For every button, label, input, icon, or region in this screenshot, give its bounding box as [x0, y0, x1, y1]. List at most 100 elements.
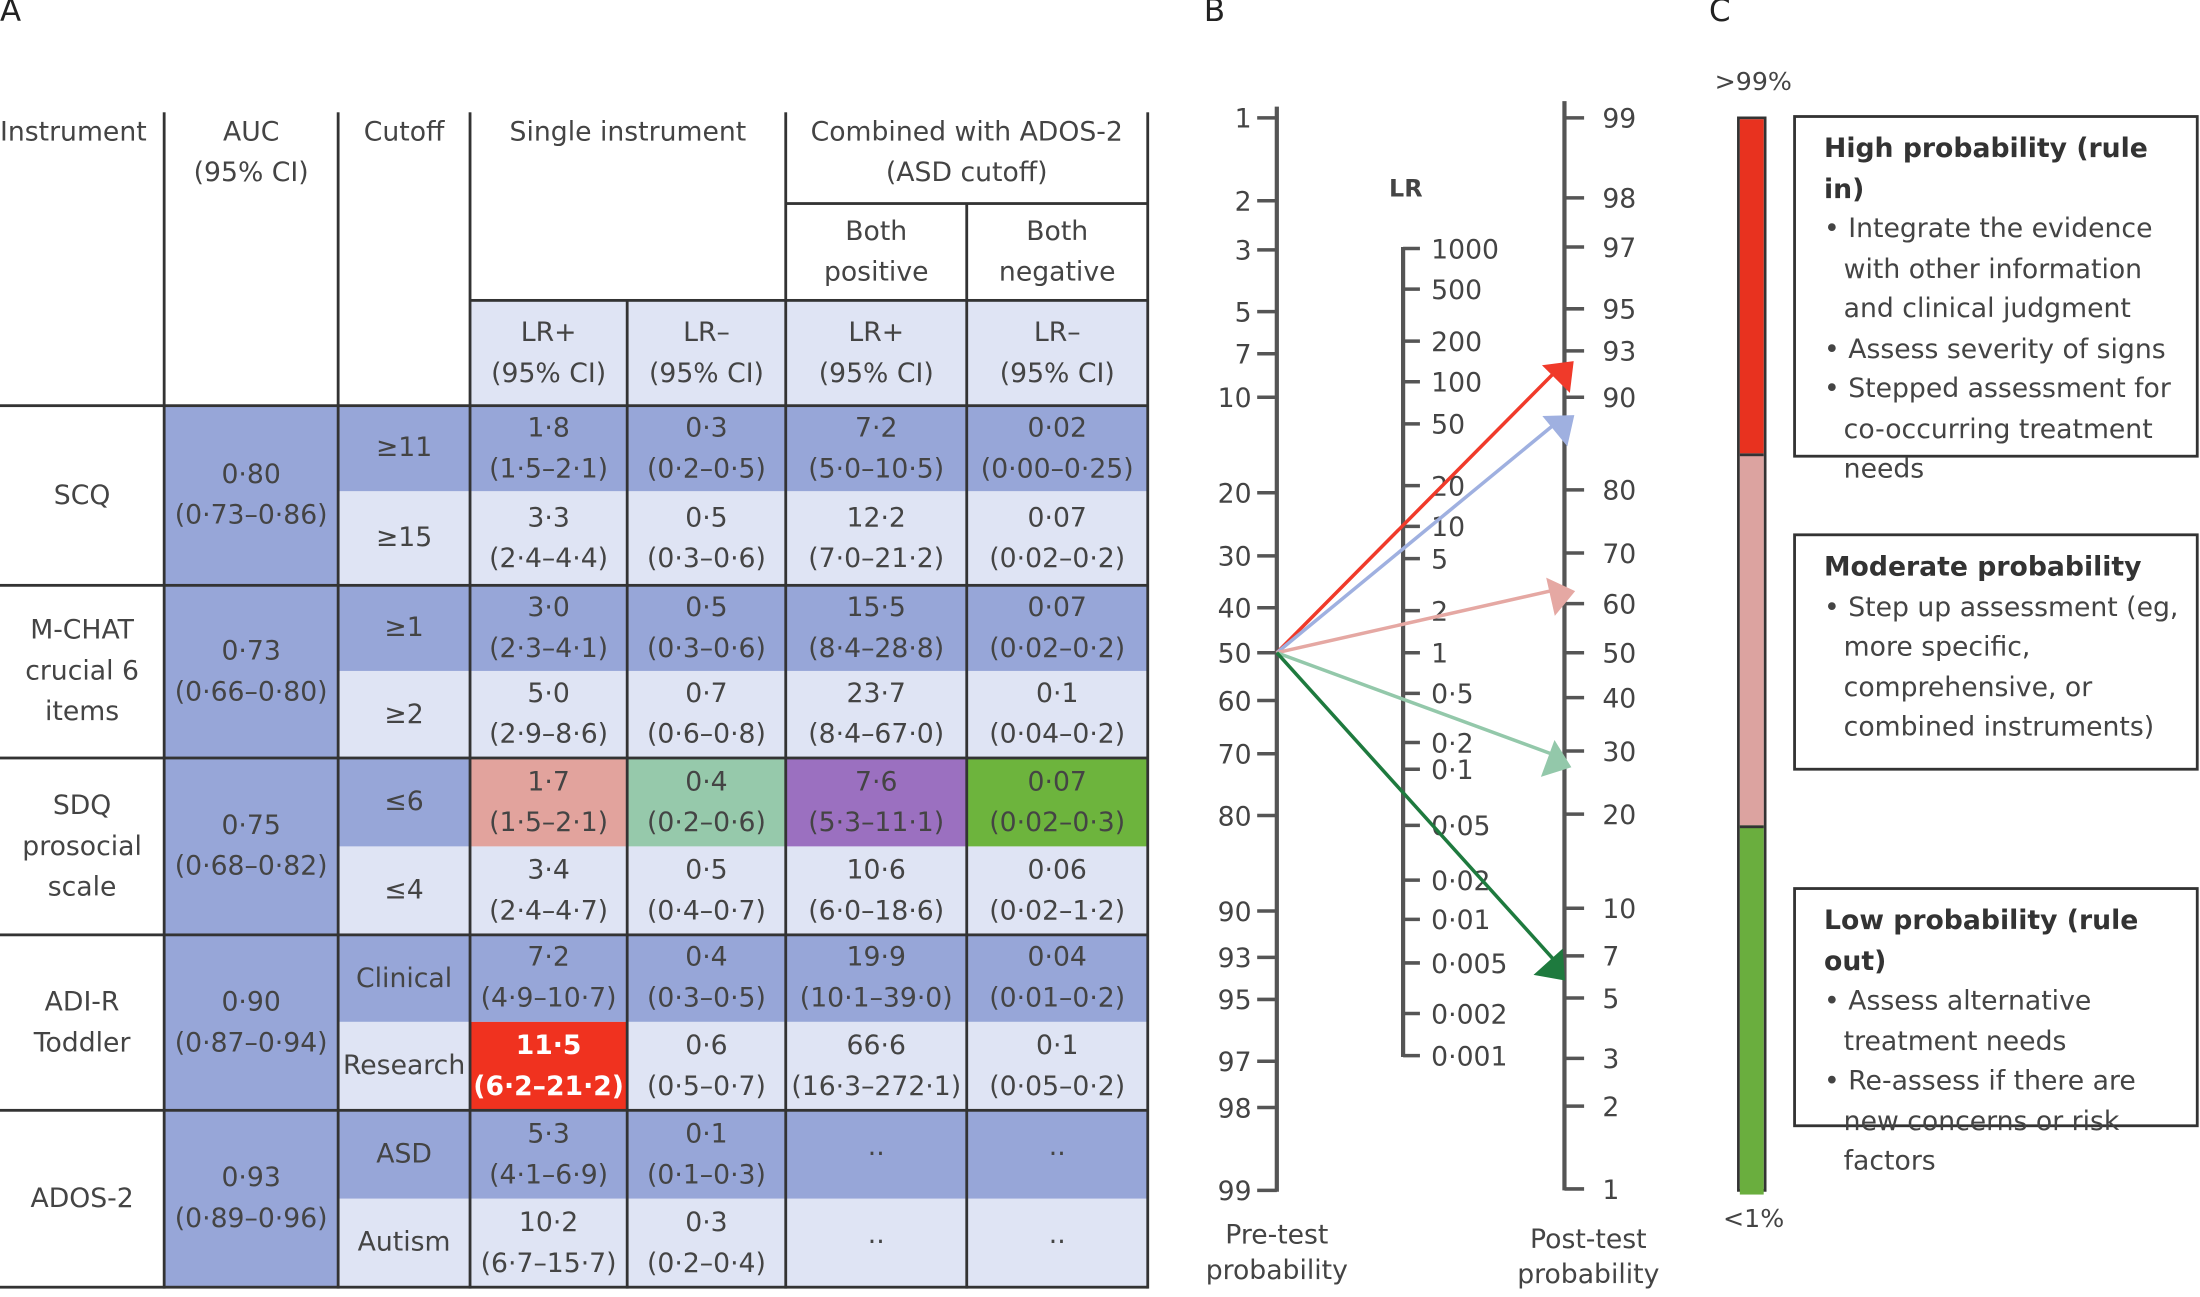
high-probability-box: High probability (rule in) • Integrate th… [1793, 115, 2199, 484]
box-bullet: • Assess severity of signs [1824, 329, 2196, 369]
cutoff-value: ≥1 [338, 585, 471, 671]
probability-scale-bar [1737, 116, 1767, 1195]
box-bullet: • Assess alternative treatment needs [1824, 981, 2196, 1061]
table-rule [468, 112, 472, 1289]
pre-test-axis-title: Pre-test probability [1206, 1220, 1348, 1286]
post-tick-label: 90 [1602, 383, 1636, 414]
lr-tick-label: 200 [1431, 327, 1482, 358]
table-rule [1146, 112, 1150, 1289]
lr-axis-title: LR [1389, 175, 1423, 203]
post-tick-label: 99 [1602, 104, 1636, 135]
post-tick-label: 70 [1602, 539, 1636, 570]
combined-lr-negative-cell: 0·1 (0·05–0·2) [966, 1021, 1148, 1111]
combined-lr-negative-cell: 0·1 (0·04–0·2) [966, 670, 1148, 758]
table-rule [785, 202, 1148, 205]
pre-tick-label: 7 [1235, 340, 1252, 371]
lr-tick-label: 0·5 [1431, 679, 1473, 710]
table-rule [0, 1108, 1148, 1112]
pre-tick-label: 1 [1235, 104, 1252, 135]
lr-positive-cell: 3·3 (2·4–4·4) [470, 491, 628, 586]
lr-negative-cell: 0·5 (0·3–0·6) [627, 585, 786, 671]
bullet-icon: • [1824, 373, 1849, 405]
instrument-name: M-CHAT crucial 6 items [0, 585, 165, 758]
combined-lr-positive-cell: 12·2 (7·0–21·2) [785, 491, 967, 586]
bullet-icon: • [1824, 213, 1849, 245]
table-rule [0, 1285, 1148, 1289]
low-probability-segment [1739, 825, 1764, 1195]
post-tick-label: 5 [1602, 984, 1619, 1015]
lr-arrow [1275, 415, 1575, 655]
lr-tick-label: 2 [1431, 596, 1448, 627]
bullet-text: Integrate the evidence with other inform… [1843, 213, 2153, 325]
box-bullet: • Step up assessment (eg, more specific,… [1824, 587, 2196, 747]
table-rule [0, 404, 1148, 408]
lr-negative-cell: 0·3 (0·2–0·5) [627, 405, 786, 492]
table-rule [784, 112, 788, 1289]
lr-positive-cell: 3·0 (2·3–4·1) [470, 585, 628, 671]
combined-lr-positive-cell: 19·9 (10·1–39·0) [785, 934, 967, 1022]
box-bullet: • Re-assess if there are new concerns or… [1824, 1061, 2196, 1181]
box-title: Low probability (rule out) [1824, 905, 2139, 977]
combined-lr-negative-cell: 0·04 (0·01–0·2) [966, 934, 1148, 1022]
combined-lr-negative-cell: ·· [966, 1198, 1148, 1288]
pre-tick-label: 10 [1218, 383, 1252, 414]
table-rule [336, 112, 340, 1289]
lr-tick-label: 10 [1431, 512, 1465, 543]
combined-lr-positive-cell: 7·2 (5·0–10·5) [785, 405, 967, 492]
lr-negative-cell: 0·1 (0·1–0·3) [627, 1110, 786, 1199]
lr-positive-cell: 3·4 (2·4–4·7) [470, 846, 628, 935]
auc-value: 0·93 (0·89–0·96) [164, 1110, 339, 1288]
table-rule [470, 298, 1148, 302]
box-bullet: • Stepped assessment for co-occurring tr… [1824, 369, 2196, 489]
panel-label-a: A [0, 0, 22, 30]
table-rule [162, 112, 166, 1289]
header-instrument: Instrument [0, 112, 165, 155]
lr-tick-label: 0·001 [1431, 1041, 1507, 1072]
pre-tick-label: 50 [1218, 639, 1252, 670]
pre-tick-label: 98 [1218, 1093, 1252, 1124]
bullet-text: Stepped assessment for co-occurring trea… [1843, 373, 2171, 485]
cutoff-value: ≥2 [338, 670, 471, 758]
table-rule [625, 300, 629, 1289]
combined-lr-positive-cell: 7·6 (5·3–11·1) [785, 757, 967, 847]
lr-negative-cell: 0·3 (0·2–0·4) [627, 1198, 786, 1288]
lr-negative-cell: 0·6 (0·5–0·7) [627, 1021, 786, 1111]
combined-lr-negative-cell: 0·07 (0·02–0·3) [966, 757, 1148, 847]
lr-tick-label: 0·05 [1431, 811, 1490, 842]
header-lr-pos: LR+ (95% CI) [470, 300, 628, 406]
bullet-icon: • [1824, 1065, 1849, 1097]
auc-value: 0·75 (0·68–0·82) [164, 757, 339, 935]
lr-tick-label: 1000 [1431, 234, 1499, 265]
auc-value: 0·80 (0·73–0·86) [164, 405, 339, 586]
table-rule [0, 583, 1148, 587]
lr-negative-cell: 0·5 (0·3–0·6) [627, 491, 786, 586]
header-lr-neg: LR– (95% CI) [966, 300, 1148, 406]
header-combined: Combined with ADOS-2 (ASD cutoff) [785, 112, 1148, 204]
combined-lr-negative-cell: ·· [966, 1110, 1148, 1199]
pre-tick-label: 20 [1218, 479, 1252, 510]
panel-label-b: B [1203, 0, 1226, 30]
post-tick-label: 2 [1602, 1092, 1619, 1123]
post-tick-label: 80 [1602, 476, 1636, 507]
combined-lr-negative-cell: 0·07 (0·02–0·2) [966, 585, 1148, 671]
post-tick-label: 1 [1602, 1175, 1619, 1206]
fagan-nomogram: 1235710203040506070809093959798991000500… [1206, 101, 1659, 1290]
lr-negative-cell: 0·4 (0·3–0·5) [627, 934, 786, 1022]
post-tick-label: 97 [1602, 233, 1636, 264]
pre-tick-label: 40 [1218, 594, 1252, 625]
post-tick-label: 50 [1602, 639, 1636, 670]
header-lr-pos: LR+ (95% CI) [785, 300, 967, 406]
panel-label-c: C [1708, 0, 1731, 30]
cutoff-value: Autism [338, 1198, 471, 1288]
cutoff-value: ASD [338, 1110, 471, 1199]
combined-lr-negative-cell: 0·06 (0·02–1·2) [966, 846, 1148, 935]
pre-tick-label: 2 [1235, 187, 1252, 218]
table-rule [965, 203, 969, 1289]
header-cutoff: Cutoff [338, 112, 471, 155]
pre-tick-label: 30 [1218, 542, 1252, 573]
cutoff-value: ≤4 [338, 846, 471, 935]
post-tick-label: 93 [1602, 337, 1636, 368]
moderate-probability-box: Moderate probability • Step up assessment… [1793, 533, 2199, 771]
lr-tick-label: 20 [1431, 472, 1465, 503]
header-both-negative: Both negative [966, 203, 1148, 301]
